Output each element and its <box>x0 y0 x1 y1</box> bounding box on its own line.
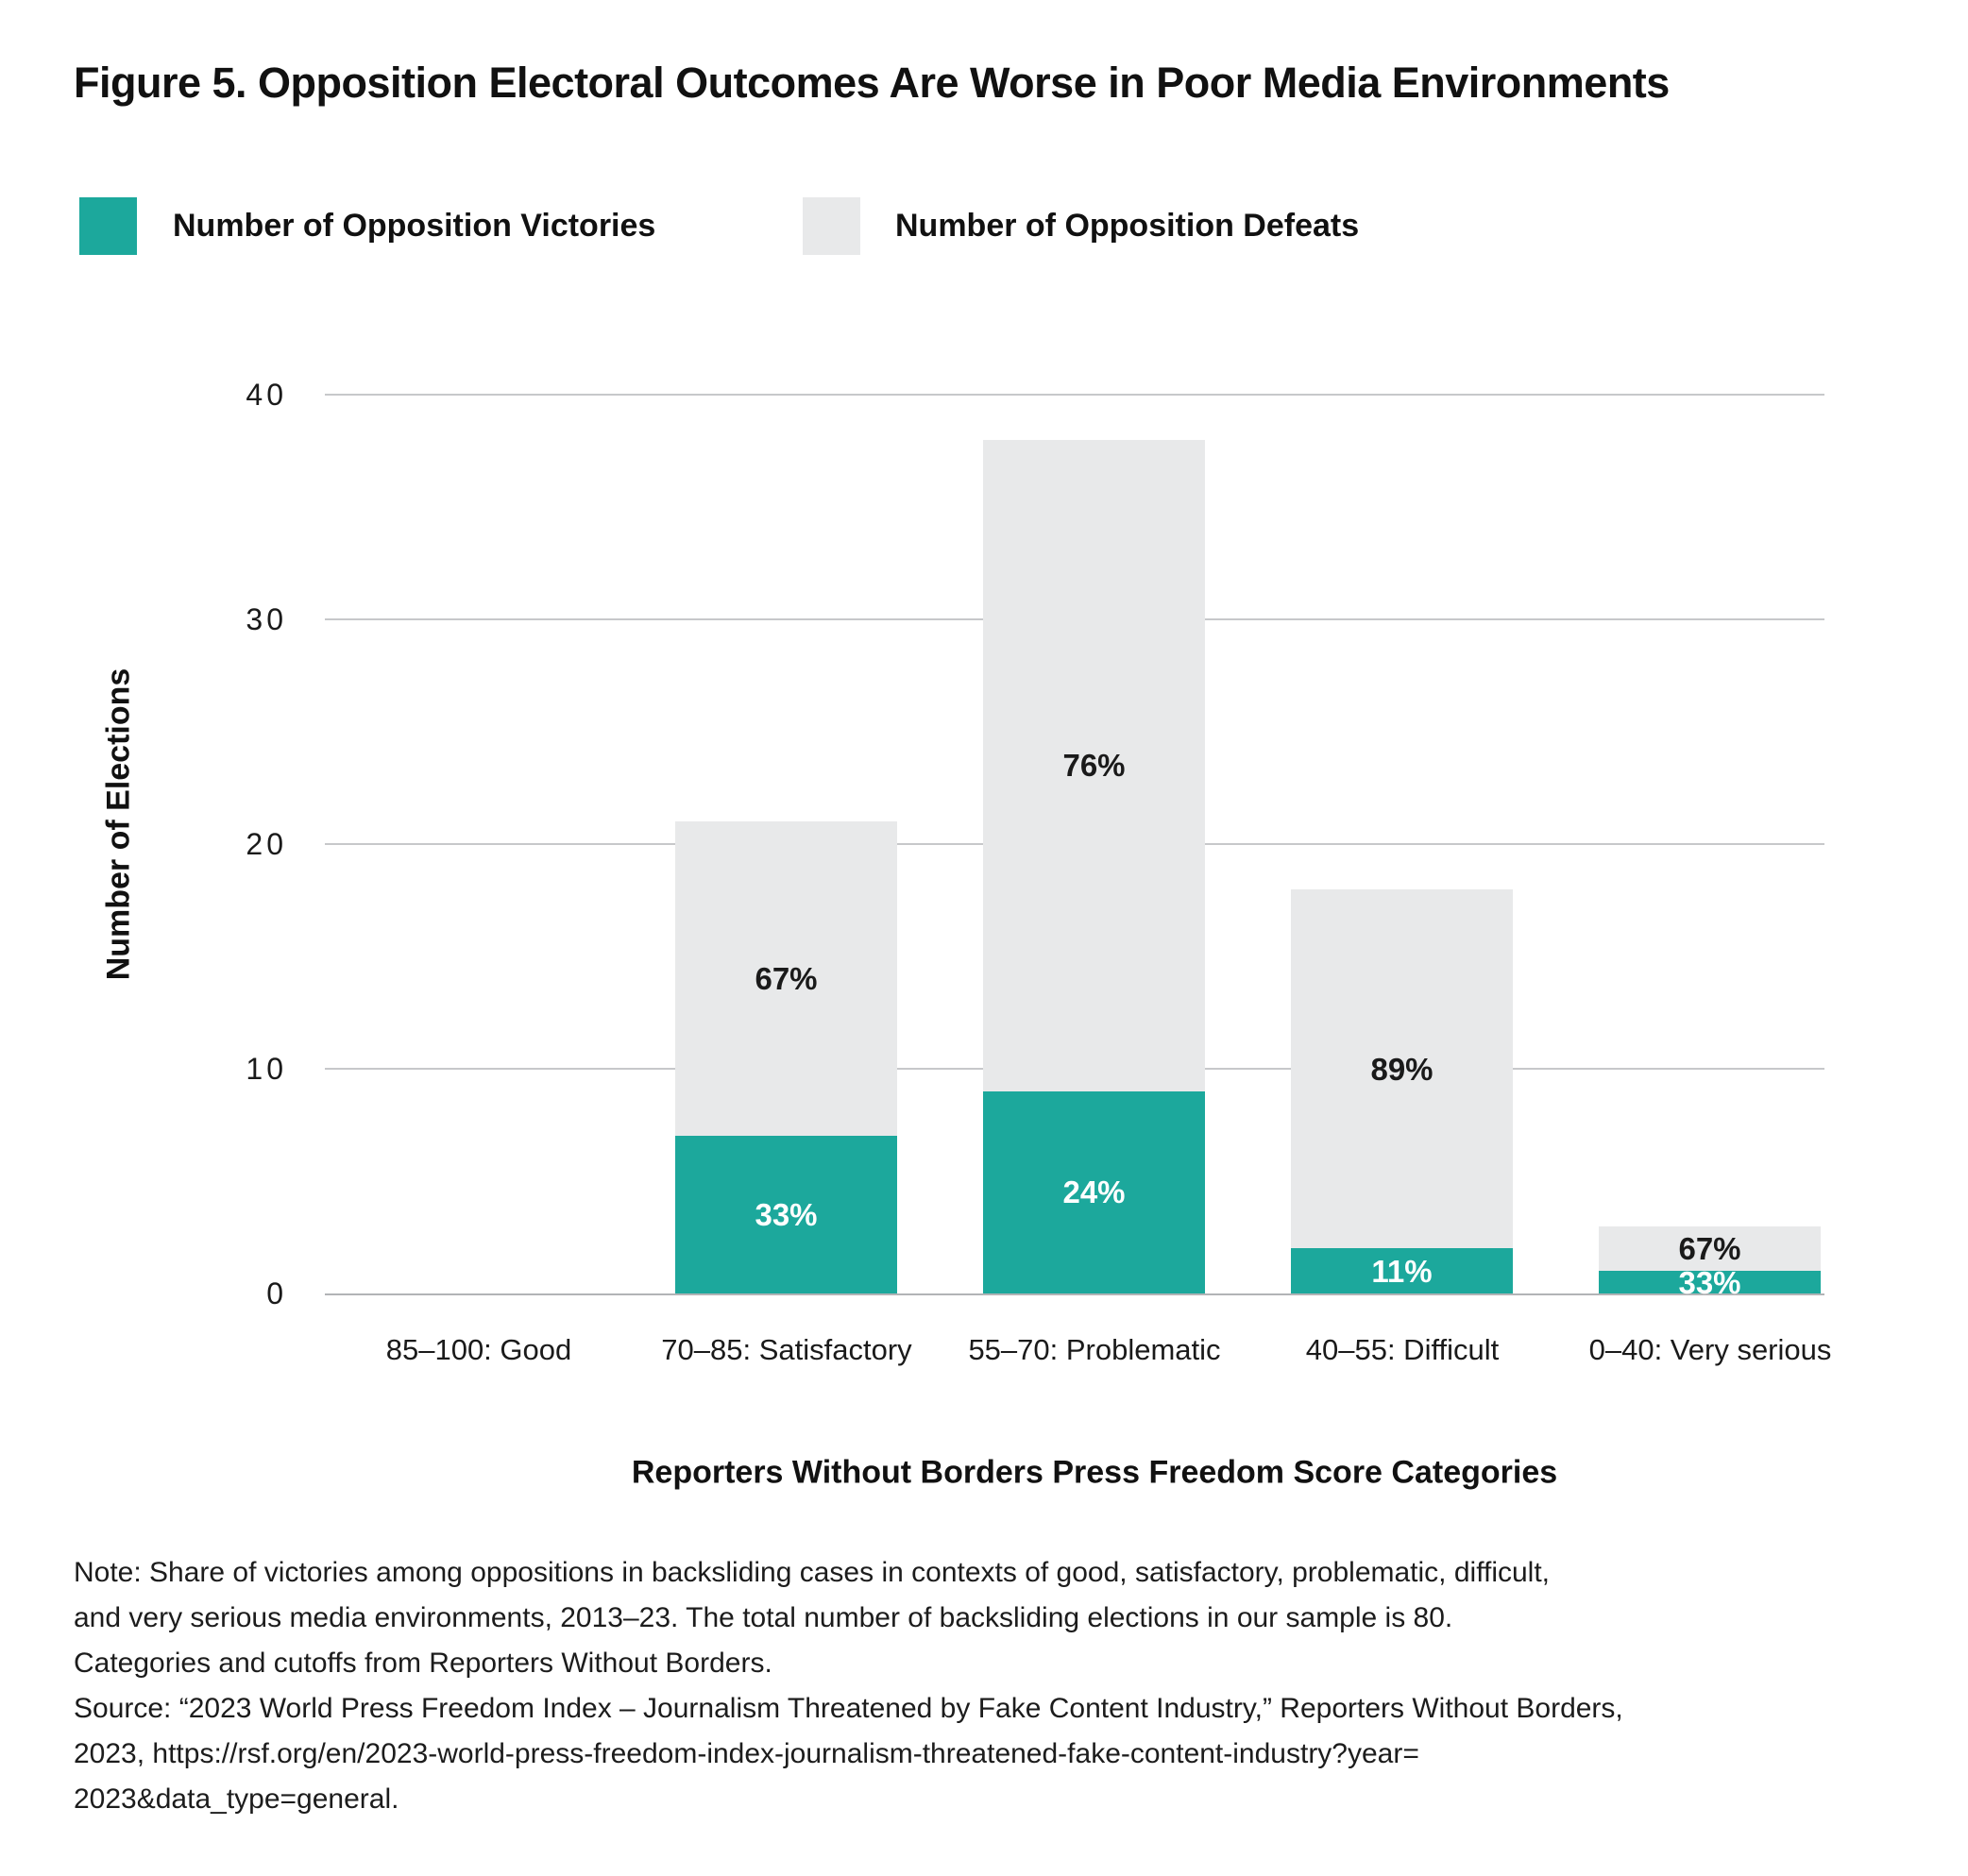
stacked-bar: 89% 11% <box>1291 888 1513 1293</box>
defeat-percent-label: 67% <box>755 961 818 997</box>
x-category-label: 55–70: Problematic <box>968 1333 1221 1366</box>
y-tick-label: 30 <box>246 602 287 636</box>
defeats-segment: 67% <box>675 821 897 1137</box>
gridline <box>325 394 1824 396</box>
x-category-label: 70–85: Satisfactory <box>661 1333 912 1366</box>
category-slot: 67% 33% 70–85: Satisfactory <box>633 395 941 1366</box>
x-category-label: 40–55: Difficult <box>1305 1333 1500 1366</box>
source-text: Source: “2023 World Press Freedom Index … <box>74 1693 1623 1815</box>
category-slot: 67% 33% 0–40: Very serious <box>1556 395 1864 1366</box>
defeats-segment: 67% <box>1599 1225 1821 1272</box>
victories-segment: 33% <box>1599 1267 1821 1298</box>
stacked-bar: 67% 33% <box>1599 1225 1821 1298</box>
defeat-percent-label: 67% <box>1678 1230 1741 1266</box>
victory-percent-label: 33% <box>1678 1264 1741 1300</box>
victories-segment: 33% <box>675 1136 897 1293</box>
figure-title: Figure 5. Opposition Electoral Outcomes … <box>74 59 1670 107</box>
victories-segment: 24% <box>983 1090 1205 1293</box>
category-slot: 89% 11% 40–55: Difficult <box>1248 395 1556 1366</box>
victories-segment: 11% <box>1291 1248 1513 1293</box>
legend-label-victories: Number of Opposition Victories <box>173 208 656 244</box>
defeats-segment: 89% <box>1291 888 1513 1249</box>
stacked-bar: 76% 24% <box>983 439 1205 1293</box>
defeat-percent-label: 89% <box>1370 1051 1434 1087</box>
stacked-bar: 67% 33% <box>675 821 897 1293</box>
x-axis-baseline <box>325 1293 1824 1295</box>
x-category-label: 85–100: Good <box>385 1333 572 1366</box>
victory-percent-label: 11% <box>1371 1253 1433 1289</box>
plot-area: 0 10 20 30 40 85–100: Good 67% 33% 70–85: Satisf… <box>246 378 1864 1366</box>
y-tick-label: 20 <box>246 827 287 861</box>
legend-swatch-victories <box>79 197 137 255</box>
defeat-percent-label: 76% <box>1062 748 1126 784</box>
category-slot: 76% 24% 55–70: Problematic <box>941 395 1248 1366</box>
y-tick-label: 0 <box>266 1276 287 1310</box>
y-axis-title: Number of Elections <box>100 668 137 981</box>
y-tick-label: 10 <box>246 1052 287 1086</box>
legend-swatch-defeats <box>803 197 860 255</box>
defeats-segment: 76% <box>983 439 1205 1091</box>
legend-label-defeats: Number of Opposition Defeats <box>895 208 1360 244</box>
victory-percent-label: 33% <box>755 1197 818 1233</box>
x-category-label: 0–40: Very serious <box>1588 1333 1832 1366</box>
victory-percent-label: 24% <box>1062 1175 1126 1210</box>
note-text: Note: Share of victories among oppositio… <box>74 1557 1551 1679</box>
y-tick-label: 40 <box>246 378 287 412</box>
category-slot: 85–100: Good <box>325 395 633 1366</box>
x-axis-title: Reporters Without Borders Press Freedom … <box>631 1454 1558 1491</box>
